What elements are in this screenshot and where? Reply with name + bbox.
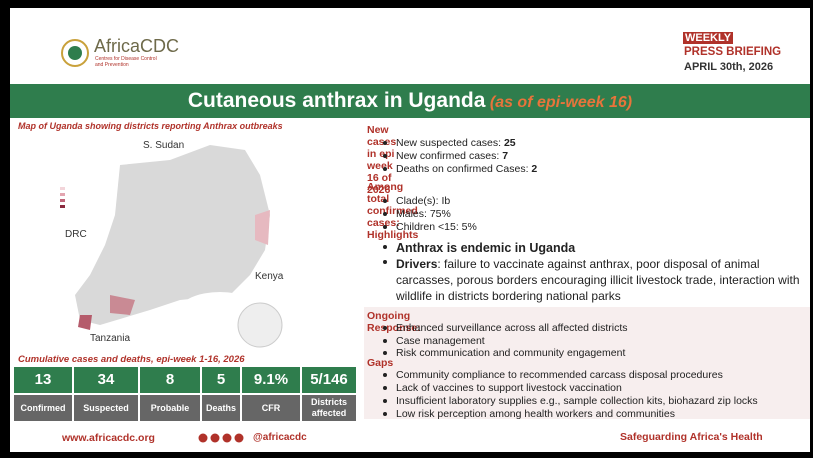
bullet-value: 7 (502, 150, 509, 162)
logo-emblem (61, 39, 89, 67)
title-note: (as of epi-week 16) (489, 94, 633, 111)
stat-label: CFR (242, 395, 300, 421)
org-name: AfricaCDC (94, 36, 180, 56)
bullet-label: Deaths on confirmed Cases: (396, 163, 532, 175)
map-label: Tanzania (90, 333, 131, 344)
stat-value: 13 (14, 367, 72, 393)
org-sub: Centres for Disease Control (95, 56, 157, 62)
map-label: Kenya (255, 271, 284, 282)
bullet: Children <15: 5% (383, 221, 477, 233)
stat-label: Probable (140, 395, 200, 421)
drivers: Drivers: failure to vaccinate against an… (383, 256, 810, 304)
section-heading: Highlights (367, 229, 419, 241)
drivers-label: Drivers (396, 257, 438, 271)
social-icons (198, 433, 244, 443)
bullet: New confirmed cases: 7 (382, 150, 509, 162)
footer-slogan: Safeguarding Africa's Health (620, 431, 763, 443)
stat-label: Districts affected (302, 395, 356, 421)
bullet-value: 2 (531, 163, 538, 175)
stat-value: 8 (140, 367, 200, 393)
highlight: Anthrax is endemic in Uganda (382, 241, 576, 255)
stat-value: 9.1% (242, 367, 300, 393)
stat-value: 5 (202, 367, 240, 393)
map-caption: Map of Uganda showing districts reportin… (18, 121, 283, 131)
bullet-label: New suspected cases: (396, 137, 504, 149)
bullet: Low risk perception among health workers… (383, 408, 675, 420)
map-label: DRC (65, 229, 87, 240)
bullet: Insufficient laboratory supplies e.g., s… (383, 395, 758, 407)
bullet: Case management (383, 334, 485, 347)
bullet: Males: 75% (383, 208, 451, 220)
bullet-label: New confirmed cases: (396, 150, 503, 162)
bullet: New suspected cases: 25 (383, 137, 516, 149)
response-box (364, 307, 810, 419)
bullet: Clade(s): Ib (382, 195, 451, 207)
bullet-value: 25 (503, 137, 516, 149)
section-heading: New cases in epi week 16 of 2026 (367, 124, 397, 196)
map (60, 145, 283, 348)
drivers-text: : failure to vaccinate against anthrax, … (396, 257, 800, 303)
bullet: Enhanced surveillance across all affecte… (383, 322, 628, 334)
footer-handle: @africacdc (253, 432, 307, 443)
date: APRIL 30th, 2026 (684, 61, 774, 73)
stat-label: Deaths (202, 395, 240, 421)
bullet: Risk communication and community engagem… (382, 347, 626, 359)
org-sub: and Prevention (95, 62, 129, 68)
bullet: Lack of vaccines to support livestock va… (383, 382, 622, 394)
stat-label: Suspected (74, 395, 138, 421)
title: Cutaneous anthrax in Uganda (187, 89, 486, 112)
map-label: S. Sudan (143, 140, 185, 151)
footer-url: www.africacdc.org (62, 432, 155, 444)
stat-value: 5/146 (302, 367, 356, 393)
bullet: Deaths on confirmed Cases: 2 (382, 163, 538, 175)
stats-caption: Cumulative cases and deaths, epi-week 1-… (18, 354, 245, 365)
stat-value: 34 (74, 367, 138, 393)
badge: WEEKLY (683, 32, 734, 44)
stat-label: Confirmed (14, 395, 72, 421)
briefing: PRESS BRIEFING (684, 46, 782, 58)
banner: Cutaneous anthrax in Uganda (as of epi-w… (10, 84, 810, 118)
section-heading: Ongoing Response: (367, 310, 421, 334)
section-heading: Gaps (367, 357, 394, 369)
section-heading: Among total confirmed cases: (367, 181, 418, 229)
bullet: Community compliance to recommended carc… (383, 369, 723, 381)
